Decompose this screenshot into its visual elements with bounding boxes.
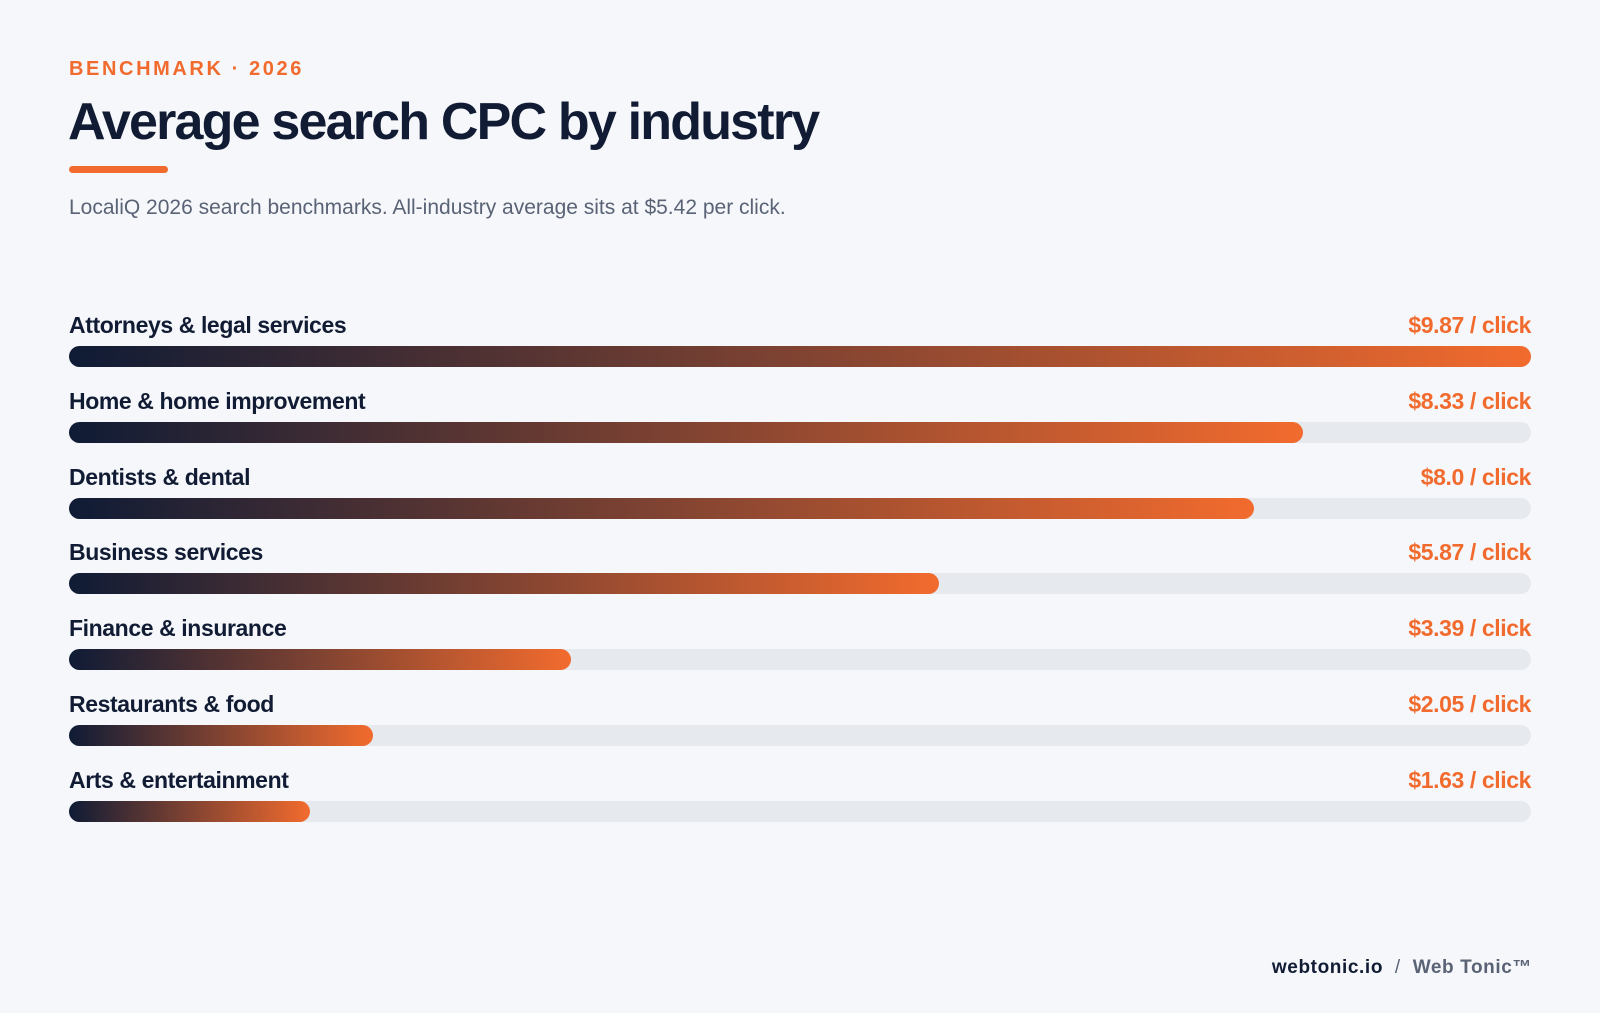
bar-row: Restaurants & food $2.05 / click <box>69 691 1531 761</box>
bar-chart: Attorneys & legal services $9.87 / click H… <box>69 0 1531 1013</box>
bar-track <box>69 497 1531 519</box>
category-label: Home & home improvement <box>69 387 366 414</box>
value-label: $2.05 / click <box>1408 691 1531 717</box>
bar-fill <box>69 573 939 595</box>
category-label: Dentists & dental <box>69 463 251 490</box>
value-label: $3.39 / click <box>1408 615 1531 642</box>
bar-track <box>69 649 1531 671</box>
value-label: $9.87 / click <box>1408 312 1531 338</box>
bar-fill <box>69 800 311 822</box>
category-label: Finance & insurance <box>69 615 287 642</box>
footer-domain: webtonic.io <box>1271 957 1384 978</box>
bar-fill <box>69 649 572 671</box>
value-label: $1.63 / click <box>1408 766 1531 793</box>
bar-fill <box>69 421 1303 443</box>
bar-row: Arts & entertainment $1.63 / click <box>69 767 1531 837</box>
value-label: $5.87 / click <box>1408 539 1531 566</box>
category-label: Business services <box>69 539 263 566</box>
bar-track <box>69 725 1531 746</box>
bar-fill <box>69 346 1531 367</box>
subtitle: LocaliQ 2026 search benchmarks. All-indu… <box>69 196 786 219</box>
category-label: Attorneys & legal services <box>69 312 347 338</box>
category-label: Restaurants & food <box>69 691 274 717</box>
eyebrow-label: BENCHMARK · 2026 <box>69 58 304 80</box>
bar-fill <box>69 725 373 746</box>
bar-track <box>69 421 1531 443</box>
bar-fill <box>69 497 1254 519</box>
bar-row: Finance & insurance $3.39 / click <box>69 615 1531 685</box>
page-title: Average search CPC by industry <box>68 93 820 151</box>
footer-separator: / <box>1394 957 1401 978</box>
bar-row: Attorneys & legal services $9.87 / click <box>69 312 1531 382</box>
bar-track <box>69 800 1531 822</box>
value-label: $8.33 / click <box>1408 387 1531 414</box>
footer-brand: Web Tonic™ <box>1412 957 1532 978</box>
bar-row: Business services $5.87 / click <box>69 539 1531 609</box>
footer-credit: webtonic.io / Web Tonic™ <box>1272 957 1532 979</box>
bar-row: Home & home improvement $8.33 / click <box>69 388 1531 458</box>
bar-row: Dentists & dental $8.0 / click <box>69 464 1531 534</box>
title-underline <box>69 166 168 173</box>
value-label: $8.0 / click <box>1420 463 1532 490</box>
bar-track <box>69 573 1531 595</box>
bar-track <box>69 346 1531 367</box>
category-label: Arts & entertainment <box>69 766 289 793</box>
